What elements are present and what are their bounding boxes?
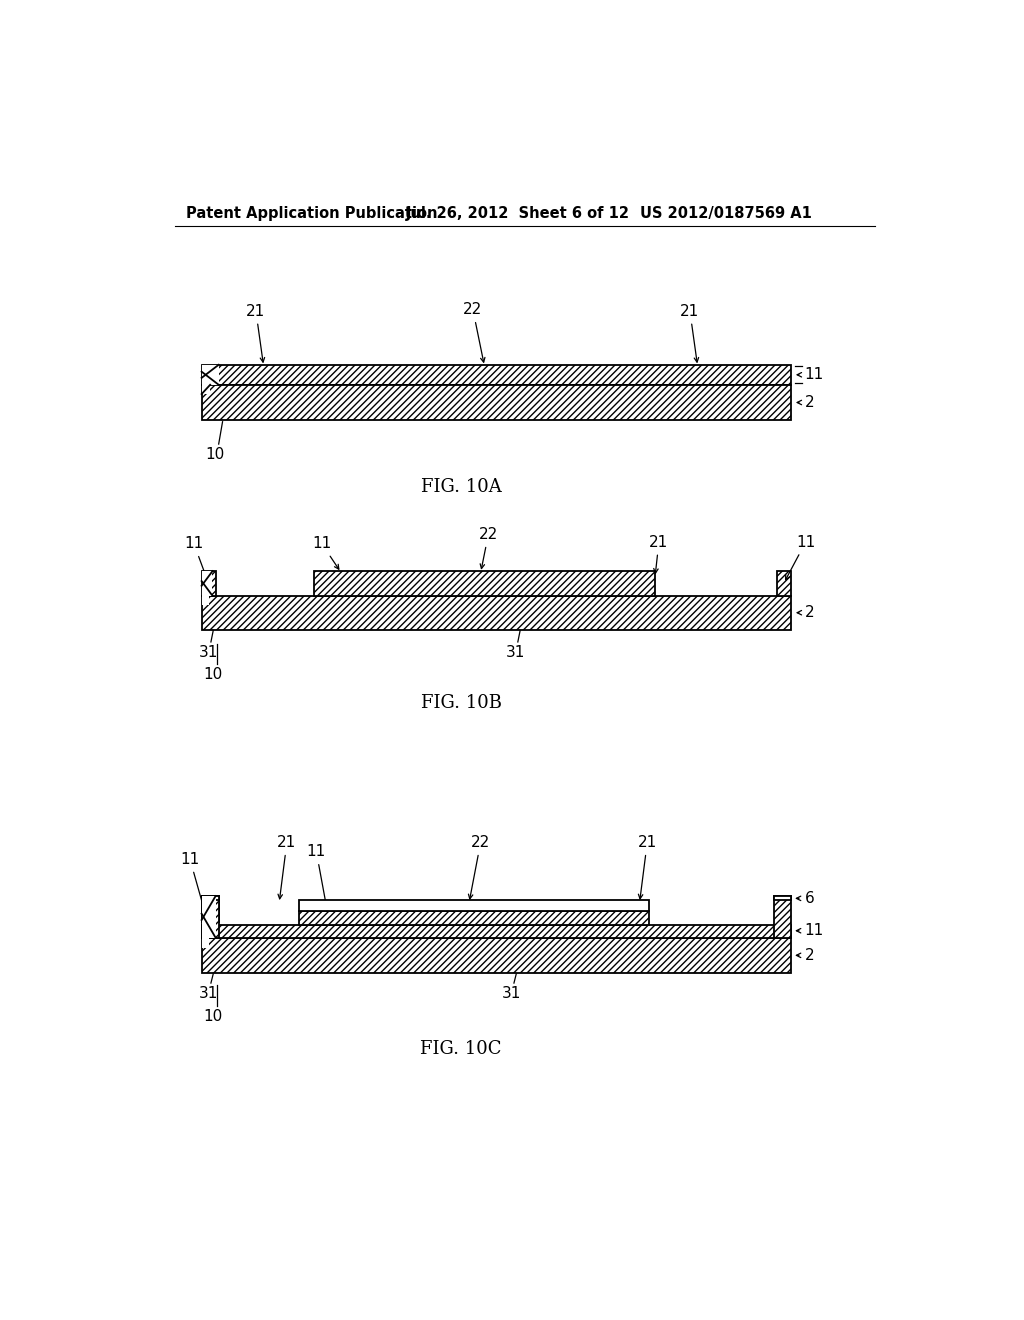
Bar [202,595,209,605]
Text: 31: 31 [199,986,218,1001]
Bar [202,364,791,385]
Text: 31: 31 [199,645,218,660]
Bar [202,896,219,937]
Text: FIG. 10C: FIG. 10C [421,1040,502,1059]
Text: 21: 21 [649,535,669,573]
Bar [202,572,216,595]
Text: 22: 22 [463,302,485,362]
Bar [202,896,216,937]
Text: Jul. 26, 2012  Sheet 6 of 12: Jul. 26, 2012 Sheet 6 of 12 [406,206,630,222]
Bar [202,385,791,420]
Text: 21: 21 [278,834,297,899]
Text: 11: 11 [307,843,329,911]
Bar [299,912,649,924]
Text: 22: 22 [468,834,490,899]
Bar [202,595,791,630]
Bar [202,937,791,973]
Bar [202,924,791,937]
Text: 6: 6 [797,891,814,906]
Bar [202,896,219,937]
Bar [202,364,791,385]
Text: 11: 11 [785,535,815,579]
Bar [314,572,655,595]
Text: Patent Application Publication: Patent Application Publication [186,206,437,222]
Text: 21: 21 [246,304,265,362]
Text: 2: 2 [797,948,814,962]
Text: FIG. 10B: FIG. 10B [421,693,502,711]
Bar [202,937,209,949]
Text: 21: 21 [680,304,699,362]
Text: 10: 10 [205,447,224,462]
Bar [202,896,219,923]
Text: 2: 2 [797,395,814,411]
Bar [299,900,649,911]
Bar [299,912,649,924]
Bar [202,385,791,420]
Bar [314,572,655,595]
Bar [773,896,791,937]
Text: 11: 11 [797,367,824,383]
Bar [776,572,791,595]
Bar [776,572,791,595]
Text: 31: 31 [502,986,521,1001]
Bar [202,572,212,595]
Bar [202,385,210,395]
Text: 11: 11 [312,536,339,569]
Bar [773,896,791,900]
Text: US 2012/0187569 A1: US 2012/0187569 A1 [640,206,811,222]
Bar [202,595,791,630]
Text: FIG. 10A: FIG. 10A [421,478,502,496]
Text: 22: 22 [479,527,498,569]
Bar [202,572,216,595]
Text: 11: 11 [184,536,208,579]
Bar [202,896,219,923]
Bar [773,896,791,937]
Text: 31: 31 [506,645,525,660]
Text: 11: 11 [180,851,210,927]
Bar [202,896,219,900]
Text: 21: 21 [638,834,656,899]
Text: 10: 10 [204,667,223,681]
Text: 2: 2 [797,605,814,620]
Text: 10: 10 [204,1010,223,1024]
Bar [202,364,219,385]
Text: 11: 11 [797,923,824,939]
Bar [202,937,791,973]
Bar [202,924,791,937]
